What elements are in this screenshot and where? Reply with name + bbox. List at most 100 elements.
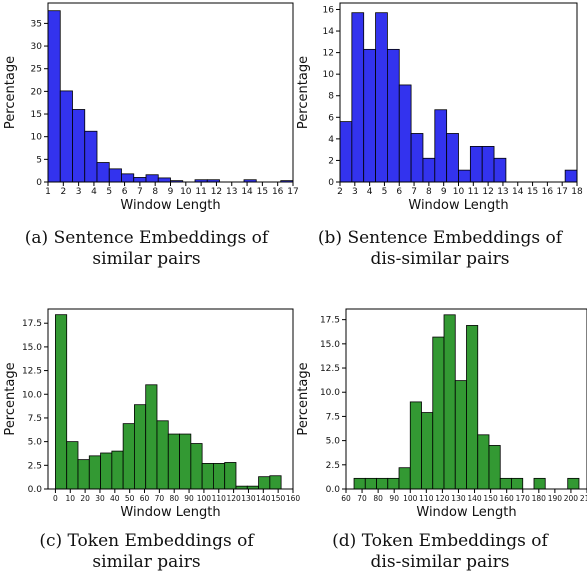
histogram-bar [376, 477, 389, 490]
x-tick-label: 110 [419, 494, 434, 503]
histogram-bar [351, 12, 365, 183]
chart-panel-d: 60 70 80 90 100 110 120 130 140 150 160 170 180 190 20… [293, 288, 587, 576]
caption-b-line1: (b) Sentence Embeddings of [317, 228, 563, 248]
x-tick-label: 16 [542, 187, 554, 197]
x-tick-label: 190 [548, 494, 563, 503]
histogram-bar [446, 133, 459, 183]
x-axis-label: Window Length [120, 198, 220, 213]
histogram-bar [511, 477, 524, 490]
caption-c: (c) Token Embeddings of similar pairs [0, 531, 293, 573]
x-tick-label: 100 [403, 494, 418, 503]
x-tick-label: 2 [60, 187, 66, 197]
y-tick-label: 5 [36, 155, 42, 165]
x-tick-label: 210 [580, 494, 587, 503]
y-tick-label: 12.5 [22, 367, 42, 377]
y-tick-label: 17.5 [320, 316, 340, 326]
x-tick-label: 100 [197, 494, 212, 503]
plot-frame [47, 308, 294, 490]
histogram-bar [398, 467, 411, 490]
x-tick-label: 130 [451, 494, 466, 503]
x-tick-label: 130 [241, 494, 256, 503]
histogram-bar [458, 169, 471, 183]
histogram-bar [364, 477, 377, 490]
histogram-bar [421, 412, 434, 490]
chart-b: 2 3 4 5 6 7 8 9 10 11 12 13 14 15 16 17 180246810121416W… [296, 2, 583, 213]
histogram-bar [477, 434, 490, 490]
chart-panel-a: 1 2 3 4 5 6 7 8 9 10 11 12 13 14 15 16 17 0 5 10 15 20 25 30 35 W… [0, 0, 299, 288]
histogram-bar [387, 48, 400, 183]
y-tick-label: 15.0 [320, 340, 340, 350]
x-tick-label: 9 [168, 187, 174, 197]
x-tick-label: 10 [65, 494, 75, 503]
histogram-bar [84, 130, 98, 183]
y-axis-label: Percentage [296, 362, 311, 435]
x-tick-label: 50 [125, 494, 135, 503]
x-tick-label: 4 [91, 187, 97, 197]
x-tick-label: 13 [497, 187, 508, 197]
x-tick-label: 5 [106, 187, 112, 197]
x-tick-label: 8 [152, 187, 158, 197]
x-tick-label: 80 [373, 494, 383, 503]
y-tick-label: 15.0 [22, 343, 42, 353]
x-tick-label: 8 [426, 187, 432, 197]
y-tick-label: 0.0 [28, 485, 43, 495]
histogram-bar [167, 433, 180, 490]
x-tick-label: 15 [257, 187, 268, 197]
y-tick-label: 0 [36, 178, 42, 188]
y-tick-label: 14 [323, 27, 335, 37]
x-tick-label: 4 [367, 187, 373, 197]
y-tick-label: 12 [323, 49, 334, 59]
x-tick-label: 80 [169, 494, 179, 503]
y-tick-label: 0 [328, 178, 334, 188]
x-tick-label: 17 [556, 187, 567, 197]
x-tick-label: 150 [483, 494, 498, 503]
x-tick-label: 10 [180, 187, 192, 197]
histogram-bar [499, 477, 512, 490]
histogram-bar [213, 463, 226, 490]
x-tick-label: 20 [80, 494, 90, 503]
histogram-bar [432, 336, 445, 490]
x-tick-label: 3 [76, 187, 82, 197]
y-tick-label: 8 [328, 92, 334, 102]
x-tick-label: 200 [564, 494, 579, 503]
histogram-bar [443, 314, 456, 490]
histogram-bar [201, 463, 214, 490]
chart-panel-b: 2 3 4 5 6 7 8 9 10 11 12 13 14 15 16 17 18 0 2 4 6 8 10 12 14 16 W… [293, 0, 587, 288]
histogram-bar [157, 177, 171, 183]
histogram-bar [567, 477, 580, 490]
histogram-bar [269, 475, 282, 490]
chart-d: 60 70 80 90 100 110 120 130 140 150 160 170 180 190 20… [296, 308, 587, 520]
y-tick-label: 0.0 [326, 485, 341, 495]
histogram-bar [375, 12, 388, 183]
x-tick-label: 11 [468, 187, 479, 197]
x-axis-label: Window Length [120, 505, 220, 520]
y-tick-label: 10 [31, 133, 43, 143]
x-tick-label: 12 [211, 187, 222, 197]
histogram-bar [121, 173, 135, 183]
caption-b-line2: dis-similar pairs [370, 249, 510, 269]
histogram-bar [47, 10, 61, 183]
histogram-bar [108, 168, 122, 183]
histogram-bar [145, 384, 158, 490]
histogram-bar [410, 133, 424, 183]
histogram-bar [224, 462, 237, 490]
x-tick-label: 17 [287, 187, 298, 197]
histogram-bar [533, 477, 546, 490]
histogram-bar [493, 157, 507, 183]
y-tick-label: 17.5 [22, 319, 42, 329]
histogram-bar [122, 423, 135, 490]
histogram-bar [77, 459, 90, 490]
histogram-bar [156, 420, 169, 490]
x-tick-label: 7 [411, 187, 417, 197]
y-tick-label: 25 [31, 65, 42, 75]
histogram-bar [564, 169, 578, 183]
x-tick-label: 12 [482, 187, 493, 197]
y-tick-label: 2.5 [326, 461, 340, 471]
y-tick-label: 5.0 [326, 437, 341, 447]
x-tick-label: 120 [435, 494, 450, 503]
y-tick-label: 2.5 [28, 461, 42, 471]
histogram-bar [409, 401, 422, 490]
x-tick-label: 110 [212, 494, 227, 503]
caption-d: (d) Token Embeddings of dis-similar pair… [293, 531, 587, 573]
histogram-bar [55, 314, 68, 490]
